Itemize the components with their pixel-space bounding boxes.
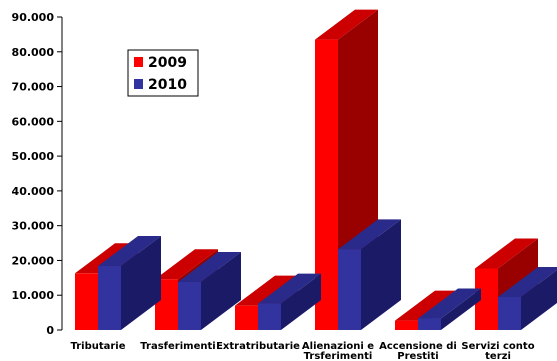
- category-label: Accensione di: [379, 341, 457, 352]
- y-tick-label: 20.000: [12, 254, 55, 267]
- bar-side: [281, 273, 321, 330]
- bar-2010-5: [498, 266, 557, 330]
- category-labels: Tributarie Trasferimenti Extratributarie Al…: [70, 341, 534, 361]
- bar-front: [315, 39, 338, 330]
- bar-front: [498, 296, 521, 330]
- bar-2010-0: [98, 236, 161, 330]
- y-axis: 0 10.000 20.000 30.000 40.000 50.000 60.000 70.…: [12, 11, 63, 337]
- y-tick-label: 30.000: [12, 220, 55, 233]
- bar-side: [361, 219, 401, 330]
- bar-2010-1: [178, 252, 241, 330]
- bar-front: [178, 282, 201, 330]
- category-label: Tributarie: [70, 341, 125, 352]
- legend-frame: [127, 49, 199, 97]
- y-tick-label: 70.000: [12, 81, 55, 94]
- y-tick-label: 80.000: [12, 46, 55, 59]
- bar-top: [475, 238, 538, 269]
- category-label: Trasferimenti: [140, 341, 215, 352]
- bar-top: [178, 252, 241, 283]
- bar-front: [98, 266, 121, 330]
- category-label: Alienazioni e: [302, 341, 374, 352]
- legend: 2009 2010: [127, 49, 199, 97]
- bar-top: [315, 9, 378, 40]
- category-label: Trsferimenti: [304, 351, 373, 361]
- bar-front: [258, 303, 281, 330]
- bar-top: [98, 236, 161, 267]
- bar-side: [521, 269, 557, 330]
- category-label: Prestiti: [397, 351, 438, 361]
- bar-front: [338, 249, 361, 330]
- bar-2010-3: [338, 219, 401, 330]
- bar-top: [155, 249, 218, 280]
- legend-label-2009: 2009: [148, 55, 187, 71]
- bar-top: [395, 290, 458, 321]
- y-tick-label: 0: [46, 324, 54, 337]
- bar-top: [418, 288, 481, 319]
- category-label: Extratributarie: [216, 341, 300, 352]
- y-tick-label: 50.000: [12, 150, 55, 163]
- bar-2010-2: [258, 273, 321, 330]
- category-label: terzi: [485, 351, 511, 361]
- y-tick-label: 60.000: [12, 115, 55, 128]
- bar-front: [418, 318, 441, 330]
- bar-side: [441, 288, 481, 330]
- bar-top: [258, 273, 321, 304]
- bars: [75, 9, 557, 330]
- legend-label-2010: 2010: [148, 77, 187, 93]
- bar-front: [235, 305, 258, 330]
- bar-front: [475, 268, 498, 330]
- y-tick-label: 10.000: [12, 289, 55, 302]
- category-label: Servizi conto: [461, 341, 534, 352]
- bar-top: [338, 219, 401, 250]
- bar-2010-4: [418, 288, 481, 330]
- bar-top: [498, 266, 557, 297]
- bar-side: [121, 236, 161, 330]
- bar-side: [201, 252, 241, 330]
- y-tick-label: 90.000: [12, 11, 55, 24]
- legend-swatch-2009: [134, 57, 143, 67]
- bar-top: [235, 275, 298, 306]
- bar-front: [395, 320, 418, 330]
- legend-swatch-2010: [134, 79, 143, 89]
- y-tick-label: 40.000: [12, 185, 55, 198]
- bar-front: [75, 273, 98, 330]
